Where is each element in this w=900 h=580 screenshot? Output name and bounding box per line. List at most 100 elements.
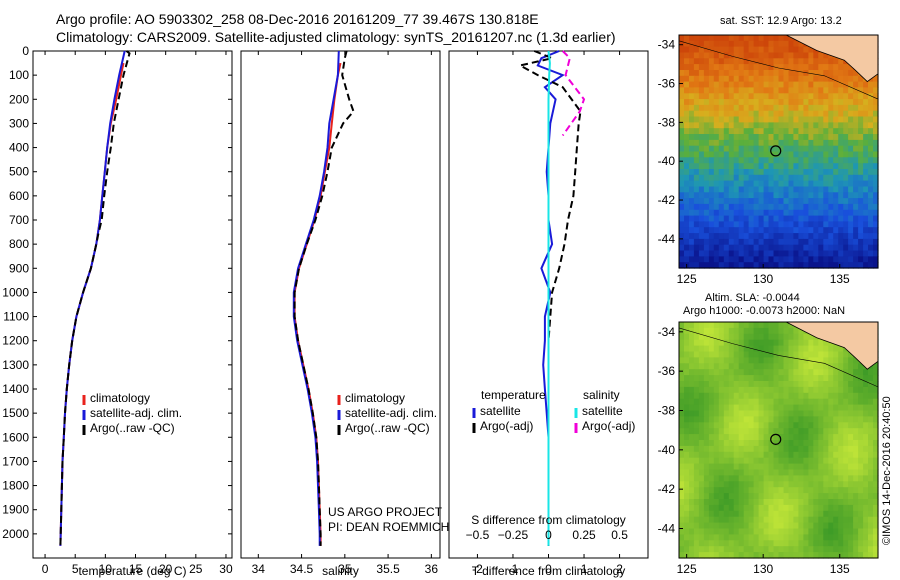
sla-map-cell bbox=[818, 392, 824, 400]
sst-map-cell bbox=[708, 58, 715, 65]
sla-map-cell bbox=[723, 522, 730, 530]
sla-map-cell bbox=[679, 469, 685, 476]
sst-map-cell bbox=[763, 58, 770, 65]
sla-map-cell bbox=[733, 416, 740, 423]
sst-map-cell bbox=[823, 227, 829, 234]
sst-map-cell bbox=[763, 110, 770, 118]
diff-xtick-label: 0 bbox=[545, 562, 552, 576]
sst-map-cell bbox=[858, 244, 864, 252]
sst-map-cell bbox=[858, 134, 864, 141]
sst-map-cell bbox=[818, 58, 824, 65]
sla-map-cell bbox=[763, 540, 770, 547]
sst-map-cell bbox=[713, 99, 720, 106]
sla-map-cell bbox=[718, 522, 725, 530]
sst-map-cell bbox=[743, 81, 750, 89]
sst-map-cell bbox=[808, 110, 814, 118]
sst-map-cell bbox=[738, 35, 745, 42]
sla-map-cell bbox=[793, 410, 799, 417]
sla-map-cell bbox=[738, 510, 745, 518]
sst-map-cell bbox=[693, 122, 700, 129]
sla-map-cell bbox=[783, 428, 790, 435]
sla-map-cell bbox=[738, 475, 745, 482]
sla-map-cell bbox=[783, 487, 790, 494]
sst-map-cell bbox=[763, 151, 770, 158]
sst-map-cell bbox=[693, 163, 700, 170]
sst-map-cell bbox=[863, 192, 869, 199]
sst-map-cell bbox=[823, 262, 829, 269]
temp-xtick-label: 0 bbox=[42, 562, 49, 576]
sla-map-cell bbox=[823, 487, 829, 494]
sla-map-cell bbox=[728, 504, 735, 512]
sst-map-cell bbox=[708, 250, 715, 257]
sst-map-cell bbox=[838, 87, 844, 94]
sla-map-cell bbox=[773, 469, 780, 476]
sst-map-cell bbox=[743, 145, 750, 153]
sst-map-cell bbox=[773, 209, 780, 217]
sla-map-cell bbox=[808, 339, 814, 347]
sla-map-cell bbox=[868, 504, 874, 512]
sla-map-cell bbox=[833, 552, 839, 559]
sst-map-cell bbox=[808, 151, 814, 158]
sla-map-cell bbox=[768, 410, 775, 417]
sst-map-cell bbox=[763, 192, 770, 199]
sst-map-cell bbox=[758, 134, 765, 141]
sla-map-cell bbox=[798, 369, 804, 376]
sst-map-cell bbox=[788, 221, 795, 228]
sla-map-cell bbox=[768, 345, 775, 353]
sst-map-cell bbox=[788, 93, 795, 100]
sst-map-cell bbox=[798, 244, 804, 252]
sst-map-cell bbox=[838, 215, 844, 223]
sla-map-cell bbox=[778, 428, 785, 435]
sla-map-cell bbox=[823, 381, 829, 388]
sst-map-cell bbox=[698, 81, 705, 89]
sst-map-cell bbox=[823, 75, 829, 83]
sst-map-cell bbox=[758, 151, 765, 158]
sal-series-argorawqc-line bbox=[293, 50, 355, 546]
sst-map-cell bbox=[823, 93, 829, 100]
sst-map-cell bbox=[798, 139, 804, 147]
sla-map-cell bbox=[753, 422, 760, 429]
sst-map-cell bbox=[773, 81, 780, 89]
sst-map-cell bbox=[793, 186, 799, 193]
sst-map-cell bbox=[763, 238, 770, 246]
sst-map-cell bbox=[843, 145, 849, 153]
sst-map-cell bbox=[798, 99, 804, 106]
sst-ytick-label: -34 bbox=[658, 38, 676, 52]
sla-map-cell bbox=[728, 422, 735, 429]
sla-map-cell bbox=[698, 552, 705, 559]
sla-map-cell bbox=[718, 369, 725, 376]
sla-map-cell bbox=[718, 327, 725, 335]
sla-map-cell bbox=[758, 481, 765, 488]
sla-map-cell bbox=[853, 404, 859, 412]
sst-map-cell bbox=[693, 93, 700, 100]
sst-map-cell bbox=[823, 186, 829, 193]
sla-map-cell bbox=[853, 487, 859, 494]
sst-map-cell bbox=[803, 87, 809, 94]
sst-map-cell bbox=[758, 169, 765, 176]
sla-map-cell bbox=[773, 375, 780, 382]
figure-title-line2: Climatology: CARS2009. Satellite-adjuste… bbox=[56, 29, 616, 45]
sst-map-cell bbox=[768, 116, 775, 123]
sst-map-cell bbox=[803, 192, 809, 199]
sst-map-cell bbox=[698, 139, 705, 147]
sla-map-cell bbox=[679, 428, 685, 435]
sst-map-cell bbox=[788, 163, 795, 170]
sst-map-cell bbox=[679, 116, 685, 123]
sst-map-cell bbox=[743, 209, 750, 217]
sst-map-cell bbox=[823, 104, 829, 112]
sla-map-cell bbox=[689, 522, 695, 530]
sla-ytick-label: -38 bbox=[658, 404, 676, 418]
sla-map-cell bbox=[823, 493, 829, 500]
sla-map-cell bbox=[873, 445, 879, 453]
sla-map-cell bbox=[788, 434, 795, 441]
sst-map-cell bbox=[783, 139, 790, 147]
sst-map-cell bbox=[833, 244, 839, 252]
sla-map-cell bbox=[733, 540, 740, 547]
sst-map-cell bbox=[758, 122, 765, 129]
sla-map-cell bbox=[728, 434, 735, 441]
sst-map-cell bbox=[818, 221, 824, 228]
sla-map-cell bbox=[798, 327, 804, 335]
sst-map-cell bbox=[863, 87, 869, 94]
sst-map-cell bbox=[713, 122, 720, 129]
sst-map-cell bbox=[758, 244, 765, 252]
